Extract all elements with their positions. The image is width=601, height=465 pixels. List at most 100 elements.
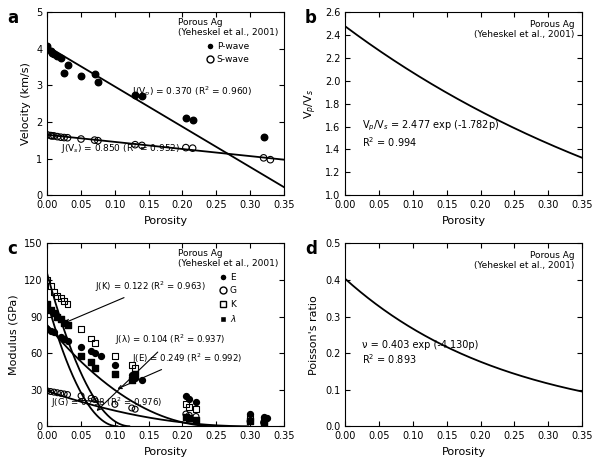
Text: J(G) = 0.298 (R$^2$ = 0.976): J(G) = 0.298 (R$^2$ = 0.976) (50, 395, 162, 410)
Point (188, 116, 197, 124)
Text: b: b (305, 9, 317, 27)
Point (259, 413, 269, 420)
Text: J(V$_p$) = 0.370 (R$^2$ = 0.960): J(V$_p$) = 0.370 (R$^2$ = 0.960) (132, 85, 252, 100)
Point (259, 417, 269, 424)
Point (87, 335, 96, 342)
Text: a: a (7, 9, 18, 27)
Point (56, 294, 66, 302)
Point (245, 410, 255, 418)
X-axis label: Porosity: Porosity (442, 447, 486, 457)
Point (43, 301, 52, 308)
Point (87, 394, 96, 402)
Point (181, 115, 191, 122)
Point (49, 329, 59, 336)
Y-axis label: Poisson's ratio: Poisson's ratio (310, 295, 320, 375)
Text: d: d (305, 240, 317, 258)
Point (130, 370, 140, 378)
Point (46, 282, 55, 290)
Point (259, 419, 269, 426)
Point (191, 413, 201, 420)
Text: Porous Ag
(Yeheskel et al., 2001): Porous Ag (Yeheskel et al., 2001) (474, 20, 575, 39)
Point (63, 391, 72, 399)
Point (181, 144, 191, 151)
Y-axis label: Velocity (km/s): Velocity (km/s) (20, 62, 31, 145)
Point (76, 73, 86, 80)
X-axis label: Porosity: Porosity (144, 216, 188, 226)
Point (185, 414, 194, 421)
Point (63, 301, 72, 308)
Point (245, 418, 255, 425)
Point (59, 319, 69, 326)
Point (185, 403, 194, 411)
X-axis label: Porosity: Porosity (144, 447, 188, 457)
Point (63, 62, 72, 69)
Point (43, 387, 52, 395)
Point (52, 53, 62, 60)
Point (181, 392, 191, 399)
Point (127, 376, 136, 384)
X-axis label: Porosity: Porosity (442, 216, 486, 226)
Point (76, 343, 86, 351)
Point (63, 134, 72, 141)
Point (49, 51, 59, 58)
Point (191, 398, 201, 405)
Point (262, 414, 272, 421)
Text: J(λ) = 0.104 (R$^2$ = 0.937): J(λ) = 0.104 (R$^2$ = 0.937) (97, 333, 225, 410)
Point (97, 352, 106, 359)
Point (59, 69, 69, 76)
Point (56, 333, 66, 341)
Point (130, 364, 140, 372)
Point (56, 315, 66, 323)
Point (90, 71, 99, 78)
Point (266, 156, 275, 163)
Point (59, 390, 69, 398)
Point (52, 389, 62, 397)
Point (43, 276, 52, 284)
Point (181, 400, 191, 408)
Point (56, 133, 66, 141)
Point (43, 131, 52, 139)
Point (47, 49, 56, 56)
Point (130, 405, 140, 413)
Point (137, 376, 147, 384)
Point (90, 396, 99, 403)
Point (110, 400, 120, 408)
Point (76, 325, 86, 332)
Point (46, 388, 55, 395)
Point (127, 404, 136, 412)
Point (245, 414, 255, 421)
Point (47, 132, 56, 140)
Point (46, 132, 55, 139)
Point (181, 410, 191, 418)
Point (49, 288, 59, 296)
Point (259, 154, 269, 161)
Point (76, 392, 86, 399)
Y-axis label: Modulus (GPa): Modulus (GPa) (8, 294, 19, 375)
Point (137, 142, 147, 149)
Point (191, 405, 201, 413)
Point (90, 364, 99, 372)
Text: J(K) = 0.122 (R$^2$ = 0.963): J(K) = 0.122 (R$^2$ = 0.963) (66, 279, 206, 323)
Point (191, 417, 201, 424)
Point (130, 374, 140, 381)
Text: V$_p$/V$_s$ = 2.477 exp (-1.782p)
R$^2$ = 0.994: V$_p$/V$_s$ = 2.477 exp (-1.782p) R$^2$ … (362, 119, 499, 149)
Point (43, 325, 52, 332)
Point (63, 337, 72, 345)
Point (49, 388, 59, 396)
Point (87, 358, 96, 365)
Text: c: c (7, 240, 17, 258)
Text: ν = 0.403 exp (-4.130p)
R$^2$ = 0.893: ν = 0.403 exp (-4.130p) R$^2$ = 0.893 (362, 340, 478, 366)
Point (110, 362, 120, 369)
Point (76, 352, 86, 359)
Point (63, 321, 72, 329)
Point (110, 370, 120, 378)
Point (90, 349, 99, 357)
Point (46, 307, 55, 314)
Point (76, 135, 86, 143)
Text: Porous Ag
(Yeheskel et al., 2001): Porous Ag (Yeheskel et al., 2001) (474, 251, 575, 270)
Point (59, 335, 69, 342)
Point (56, 390, 66, 397)
Point (87, 347, 96, 354)
Point (56, 54, 66, 62)
Point (52, 292, 62, 299)
